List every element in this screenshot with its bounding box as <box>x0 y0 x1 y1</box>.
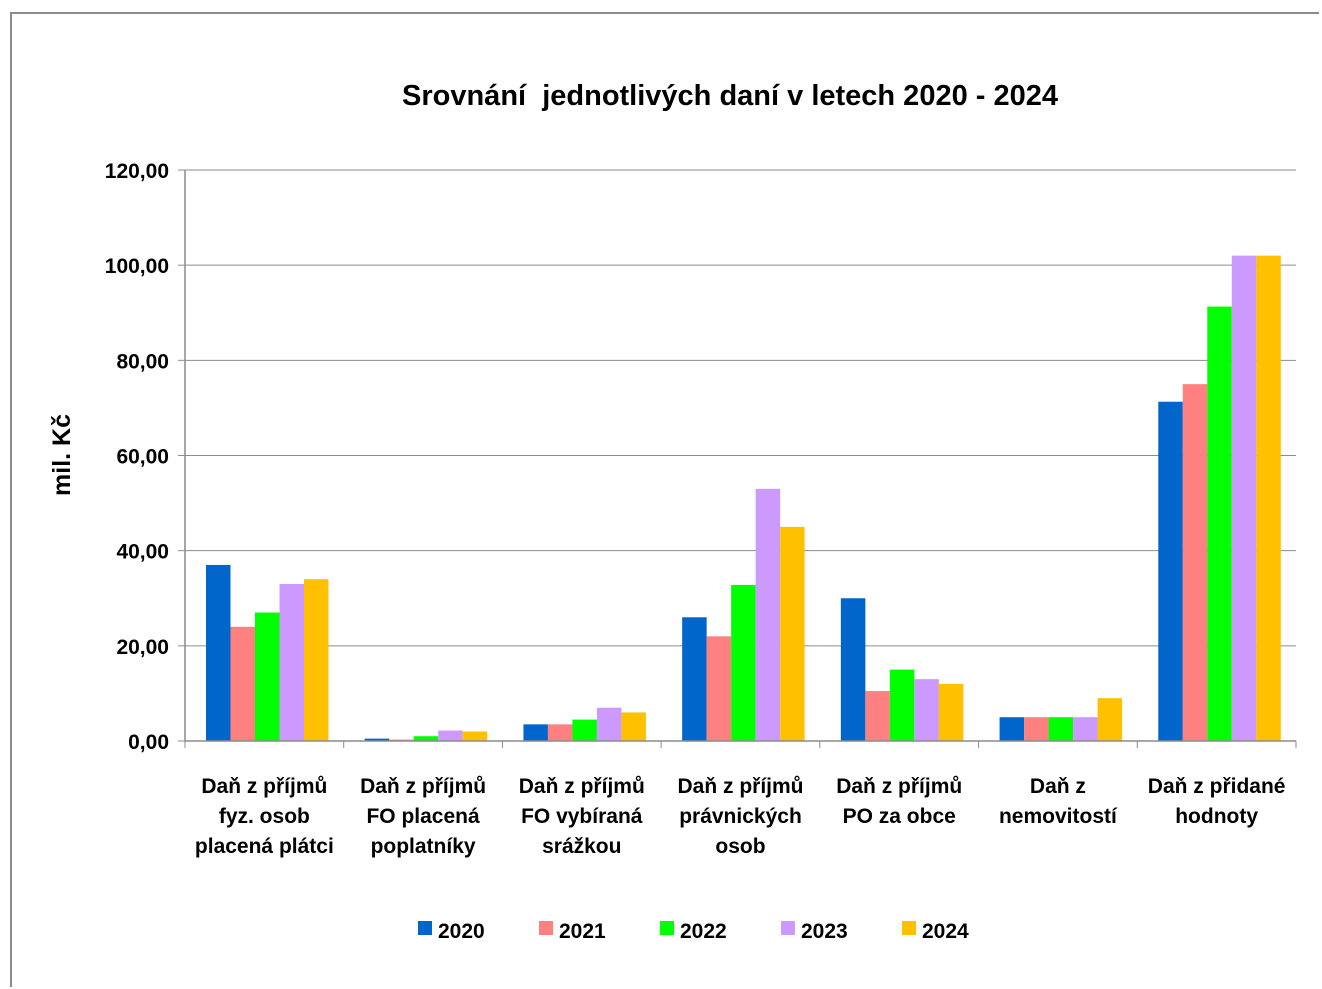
x-tick-label: Daň z příjmů PO za obce <box>836 775 962 828</box>
x-tick-label: Daň z nemovitostí <box>999 775 1118 828</box>
x-tick-label: Daň z příjmů FO vybíraná srážkou <box>519 775 645 858</box>
bar-2023-1 <box>438 730 463 741</box>
chart-frame <box>10 12 1319 987</box>
bar-2024-3 <box>780 526 805 741</box>
bar-2022-6 <box>1207 306 1232 741</box>
legend-swatch <box>418 921 432 935</box>
bar-2022-0 <box>255 612 280 741</box>
y-tick-label: 100,00 <box>105 255 169 278</box>
legend-label: 2022 <box>680 920 727 943</box>
bar-2022-1 <box>413 736 439 741</box>
bar-2022-2 <box>572 719 597 741</box>
bar-2020-2 <box>523 724 548 741</box>
x-tick-label: Daň z příjmů FO placená poplatníky <box>360 775 486 858</box>
bar-2022-3 <box>731 584 756 741</box>
bar-2023-5 <box>1073 717 1098 741</box>
legend-label: 2020 <box>438 920 485 943</box>
x-tick-label: Daň z příjmů právnických osob <box>677 775 803 858</box>
bar-2023-6 <box>1231 255 1257 741</box>
bar-2021-6 <box>1182 384 1208 741</box>
gridlines <box>185 169 1296 647</box>
legend-item-2021: 2021 <box>539 920 606 943</box>
bar-2024-5 <box>1097 698 1123 741</box>
bar-2021-2 <box>547 724 573 741</box>
bar-2021-0 <box>230 626 255 741</box>
y-tick-label: 80,00 <box>116 350 169 373</box>
legend-item-2024: 2024 <box>902 920 969 943</box>
legend-swatch <box>539 921 553 935</box>
bars <box>206 255 1281 741</box>
bar-2020-3 <box>682 617 707 741</box>
bar-2022-5 <box>1048 717 1074 741</box>
y-tick-label: 20,00 <box>116 636 169 659</box>
legend-swatch <box>902 921 916 935</box>
bar-2024-4 <box>938 683 964 741</box>
x-tick-labels: Daň z příjmů fyz. osob placená plátci Daň z… <box>195 775 1286 858</box>
bar-2023-3 <box>755 488 781 741</box>
legend-swatch <box>781 921 795 935</box>
legend-item-2022: 2022 <box>660 920 727 943</box>
y-axis-label: mil. Kč <box>48 414 76 496</box>
bar-2020-0 <box>206 564 231 741</box>
bar-2023-2 <box>596 707 622 741</box>
legend-label: 2021 <box>559 920 606 943</box>
bar-2020-1 <box>364 738 390 741</box>
y-tick-label: 40,00 <box>116 541 169 564</box>
y-tick-label: 120,00 <box>105 160 169 183</box>
bar-2021-3 <box>706 636 732 741</box>
x-tick-label: Daň z přidané hodnoty <box>1148 775 1286 828</box>
legend: 2020 2021 2022 2023 2024 <box>418 920 969 943</box>
x-tick-label: Daň z příjmů fyz. osob placená plátci <box>195 775 334 858</box>
bar-2024-6 <box>1256 255 1281 741</box>
bar-2020-5 <box>999 717 1025 741</box>
bar-2023-0 <box>279 583 304 741</box>
legend-item-2020: 2020 <box>418 920 485 943</box>
y-tick-labels: 0,00 20,00 40,00 60,00 80,00 100,00 120,00 <box>105 160 169 754</box>
y-tick-label: 0,00 <box>128 731 169 754</box>
bar-2022-4 <box>889 669 915 741</box>
bar-2024-2 <box>621 712 646 741</box>
axes <box>178 169 1297 748</box>
y-tick-label: 60,00 <box>116 446 169 469</box>
bar-2024-0 <box>304 579 329 741</box>
legend-item-2023: 2023 <box>781 920 848 943</box>
chart-title: Srovnání jednotlivých daní v letech 2020… <box>402 80 1058 112</box>
legend-label: 2024 <box>922 920 969 943</box>
legend-swatch <box>660 921 674 935</box>
bar-2021-4 <box>865 691 890 741</box>
bar-2023-4 <box>914 679 939 741</box>
bar-2020-6 <box>1158 401 1183 741</box>
legend-label: 2023 <box>801 920 848 943</box>
bar-2024-1 <box>462 731 488 741</box>
bar-2021-5 <box>1024 717 1049 741</box>
bar-2020-4 <box>840 598 866 741</box>
